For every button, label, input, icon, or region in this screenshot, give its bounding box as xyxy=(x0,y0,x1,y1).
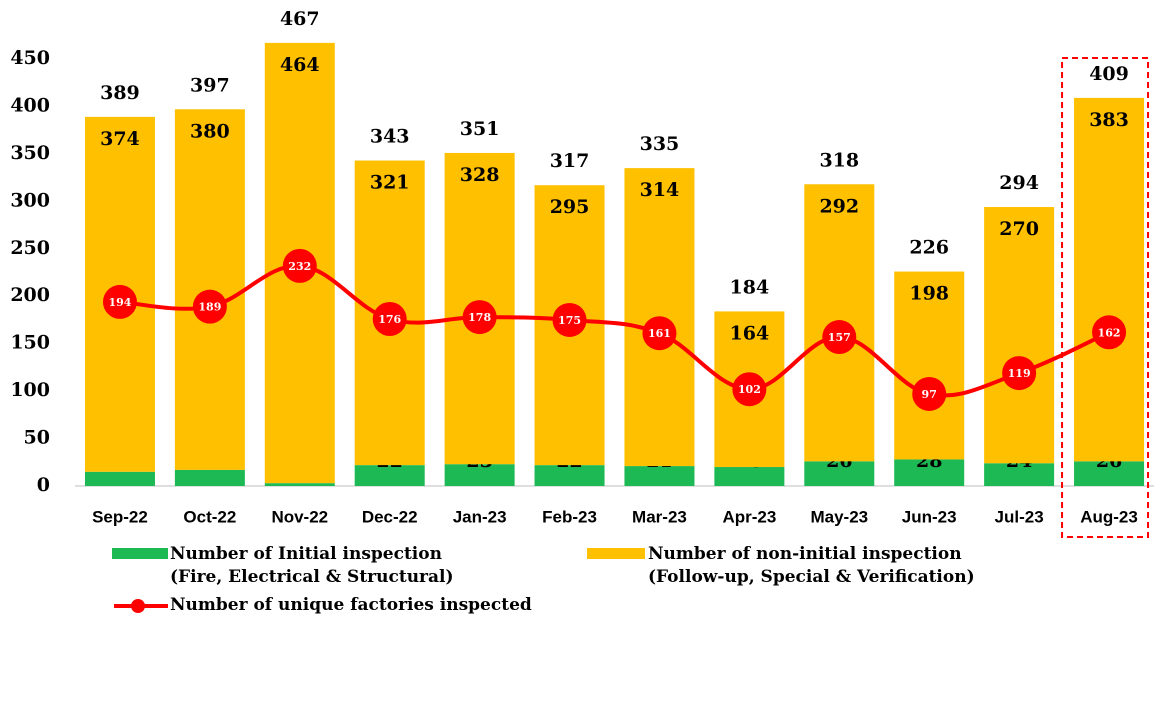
line-label: 189 xyxy=(198,301,221,314)
bar-segment xyxy=(264,483,335,486)
x-tick-label: Sep-22 xyxy=(92,507,148,526)
line-label: 176 xyxy=(378,313,401,326)
x-tick-label: Oct-22 xyxy=(183,507,236,526)
data-label: 328 xyxy=(460,164,500,186)
x-tick-label: Jan-23 xyxy=(453,507,507,526)
data-label: 374 xyxy=(100,128,140,150)
line-label: 102 xyxy=(738,383,761,396)
bar-segment xyxy=(1074,97,1145,462)
line-label: 178 xyxy=(468,311,491,324)
data-label: 314 xyxy=(640,179,680,201)
bar-segment xyxy=(1074,461,1145,486)
line-label: 97 xyxy=(922,388,937,401)
y-tick-label: 50 xyxy=(24,427,50,449)
highlight-box xyxy=(1061,57,1150,538)
line-label: 162 xyxy=(1098,326,1121,339)
x-tick-label: Mar-23 xyxy=(632,507,687,526)
legend-label: Number of unique factories inspected xyxy=(170,595,532,615)
line-marker xyxy=(102,284,137,319)
total-label: 184 xyxy=(730,276,770,298)
line-marker xyxy=(1002,356,1037,391)
y-tick-label: 200 xyxy=(10,284,50,306)
total-label: 467 xyxy=(280,8,320,30)
x-tick-label: Dec-22 xyxy=(362,507,418,526)
line-marker xyxy=(282,248,317,283)
data-label: 380 xyxy=(190,120,230,142)
legend-swatch xyxy=(112,548,168,559)
line-marker xyxy=(642,316,677,351)
line-label: 175 xyxy=(558,314,581,327)
y-tick-label: 0 xyxy=(37,474,50,496)
line-marker xyxy=(462,300,497,335)
line-label: 194 xyxy=(108,296,131,309)
total-label: 343 xyxy=(370,126,410,148)
y-tick-label: 300 xyxy=(10,189,50,211)
data-label: 198 xyxy=(909,283,949,305)
line-marker xyxy=(552,302,587,337)
bar-segment xyxy=(714,467,785,486)
total-label: 294 xyxy=(999,172,1039,194)
line-marker xyxy=(822,320,857,355)
y-tick-label: 350 xyxy=(10,142,50,164)
total-label: 226 xyxy=(909,237,949,259)
line-label: 232 xyxy=(288,260,311,273)
y-tick-label: 400 xyxy=(10,94,50,116)
bar-segment xyxy=(174,109,245,470)
y-tick-label: 450 xyxy=(10,47,50,69)
line-marker xyxy=(912,376,947,411)
y-tick-label: 100 xyxy=(10,379,50,401)
line-marker xyxy=(192,289,227,324)
x-tick-label: May-23 xyxy=(810,507,868,526)
x-tick-label: Apr-23 xyxy=(722,507,776,526)
line-marker xyxy=(372,301,407,336)
y-tick-label: 250 xyxy=(10,237,50,259)
bar-segment xyxy=(174,469,245,486)
x-tick-label: Jul-23 xyxy=(995,507,1044,526)
bar-segment xyxy=(534,465,605,486)
line-label: 157 xyxy=(828,331,851,344)
line-label: 119 xyxy=(1008,367,1031,380)
x-tick-label: Feb-23 xyxy=(542,507,597,526)
data-label: 270 xyxy=(999,218,1039,240)
total-label: 409 xyxy=(1089,63,1129,85)
data-label: 321 xyxy=(370,172,410,194)
line-marker xyxy=(732,372,767,407)
bar-segment xyxy=(894,459,965,486)
total-label: 318 xyxy=(819,149,859,171)
bar-segment xyxy=(984,463,1055,486)
bar-segment xyxy=(984,207,1055,464)
total-label: 397 xyxy=(190,74,230,96)
data-label: 295 xyxy=(550,196,590,218)
line-label: 161 xyxy=(648,327,671,340)
x-tick-label: Jun-23 xyxy=(902,507,957,526)
legend-swatch xyxy=(114,599,168,613)
data-label: 164 xyxy=(730,322,770,344)
x-tick-label: Nov-22 xyxy=(271,507,328,526)
data-label: 292 xyxy=(819,195,859,217)
total-label: 317 xyxy=(550,150,590,172)
y-tick-label: 150 xyxy=(10,332,50,354)
bar-segment xyxy=(354,465,425,486)
total-label: 351 xyxy=(460,118,500,140)
bar-segment xyxy=(894,271,965,460)
legend-label: Number of Initial inspection (Fire, Elec… xyxy=(170,544,454,587)
legend-swatch xyxy=(587,548,645,559)
total-label: 389 xyxy=(100,82,140,104)
line-marker xyxy=(1092,315,1127,350)
bar-segment xyxy=(804,461,875,486)
x-tick-label: Aug-23 xyxy=(1080,507,1138,526)
data-label: 383 xyxy=(1089,109,1129,131)
data-label: 464 xyxy=(280,54,320,76)
bar-segment xyxy=(444,464,515,486)
legend-label: Number of non-initial inspection (Follow… xyxy=(648,544,975,587)
bar-segment xyxy=(84,471,155,486)
bar-segment xyxy=(624,466,695,486)
total-label: 335 xyxy=(640,133,680,155)
